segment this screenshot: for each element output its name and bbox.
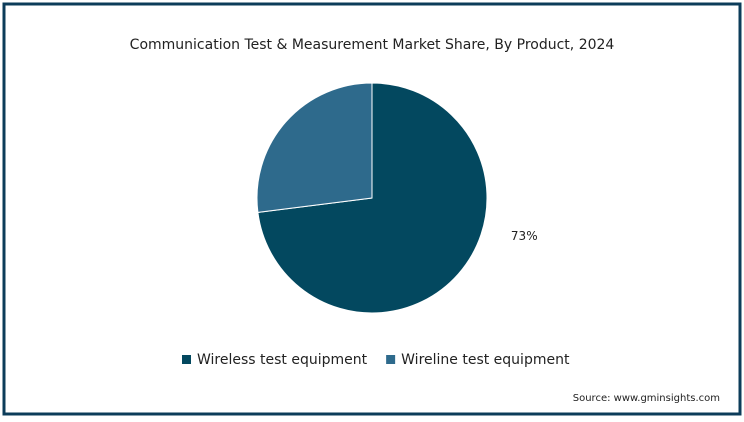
- data-label: 73%: [511, 229, 538, 243]
- pie-slice: [256, 82, 373, 213]
- legend-label: Wireless test equipment: [197, 352, 368, 368]
- legend-swatch: [386, 355, 396, 364]
- legend-label: Wireline test equipment: [401, 352, 570, 368]
- chart-title: Communication Test & Measurement Market …: [130, 37, 615, 53]
- legend-swatch: [182, 355, 191, 364]
- source: Source: www.gminsights.com: [573, 393, 720, 404]
